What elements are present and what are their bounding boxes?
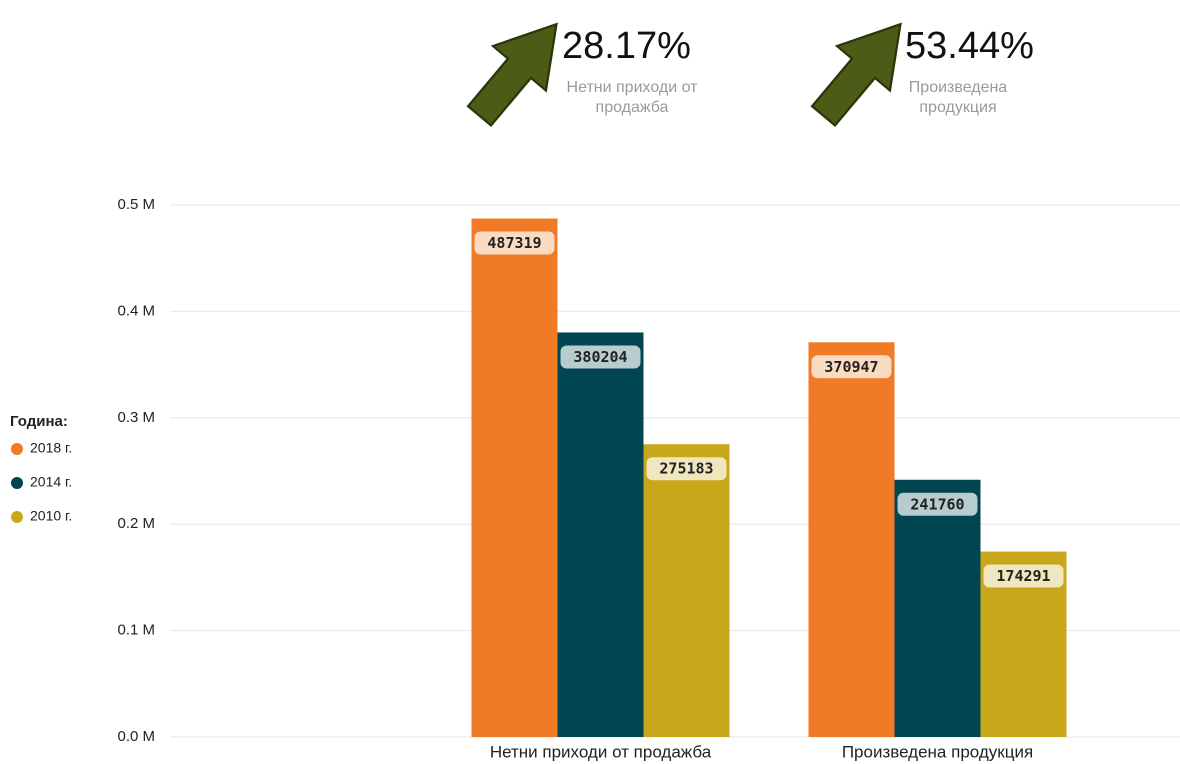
value-label-box xyxy=(983,564,1064,588)
kpi-label: Произведена продукция xyxy=(908,79,1008,116)
value-label: 275183 xyxy=(659,460,713,478)
bar xyxy=(557,332,644,737)
y-tick-label: 0.1 M xyxy=(117,622,155,639)
value-label: 241760 xyxy=(910,495,964,513)
legend-label: 2018 г. xyxy=(30,440,72,456)
value-label: 174291 xyxy=(996,567,1050,585)
value-label-box xyxy=(897,492,978,516)
legend-title: Година: xyxy=(10,413,68,430)
value-label-box xyxy=(560,345,641,369)
value-label-box xyxy=(474,231,555,255)
y-tick-label: 0.3 M xyxy=(117,409,155,426)
legend-label: 2014 г. xyxy=(30,474,72,490)
bar xyxy=(643,444,730,737)
legend-marker xyxy=(11,477,23,489)
value-label: 370947 xyxy=(824,358,878,376)
bar xyxy=(808,342,895,737)
kpi-arrow xyxy=(466,22,558,128)
kpi-label: Нетни приходи от продажба xyxy=(566,79,698,116)
value-label: 380204 xyxy=(573,348,627,366)
y-tick-label: 0.5 M xyxy=(117,196,155,213)
x-tick-label: Произведена продукция xyxy=(842,742,1033,761)
kpi-arrow xyxy=(810,22,902,128)
y-tick-label: 0.2 M xyxy=(117,515,155,532)
y-tick-label: 0.0 M xyxy=(117,728,155,745)
kpi-value: 28.17% xyxy=(562,25,691,67)
legend-marker xyxy=(11,511,23,523)
y-tick-label: 0.4 M xyxy=(117,302,155,319)
value-label: 487319 xyxy=(487,234,541,252)
legend-marker xyxy=(11,443,23,455)
bar xyxy=(471,218,558,738)
value-label-box xyxy=(811,355,892,379)
kpi-value: 53.44% xyxy=(905,25,1034,67)
bar xyxy=(894,479,981,737)
value-label-box xyxy=(646,457,727,481)
legend-label: 2010 г. xyxy=(30,508,72,524)
x-tick-label: Нетни приходи от продажба xyxy=(490,742,712,761)
